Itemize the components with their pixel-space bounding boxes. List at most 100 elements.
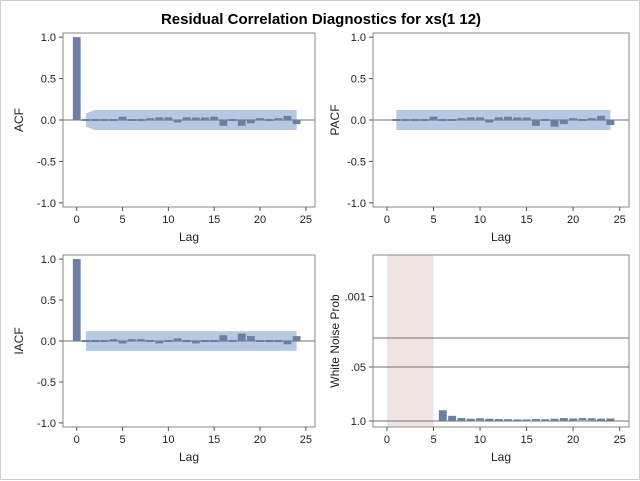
- x-tick-label: 0: [74, 214, 80, 226]
- y-tick-label: 1.0: [41, 32, 56, 44]
- bar-lag-3: [100, 340, 109, 342]
- y-tick-label: -1.0: [37, 418, 56, 430]
- y-tick-label: -0.5: [347, 156, 366, 168]
- bar-lag-8: [457, 418, 466, 421]
- bar-lag-15: [210, 116, 219, 120]
- bar-lag-14: [201, 340, 209, 342]
- bar-lag-10: [476, 418, 485, 421]
- bar-lag-14: [513, 117, 522, 120]
- y-tick-label: -0.5: [37, 156, 56, 168]
- x-tick-label: 25: [614, 214, 626, 226]
- bar-lag-0: [72, 259, 81, 341]
- bar-lag-13: [191, 117, 200, 120]
- bar-lag-22: [274, 118, 283, 121]
- bar-lag-6: [127, 339, 136, 342]
- bar-lag-24: [606, 418, 615, 421]
- pacf-panel: 0 5 10 15 20 25 1.0 0.5 0.0 -0.5 -1.0 Lag PACF: [328, 32, 630, 244]
- y-tick-label: 0.0: [41, 336, 56, 348]
- bar-lag-6: [438, 119, 447, 121]
- bar-lag-14: [201, 117, 209, 120]
- bar-lag-7: [136, 119, 145, 121]
- bar-lag-2: [401, 119, 410, 121]
- bar-lag-21: [578, 418, 587, 421]
- bar-lag-12: [182, 340, 191, 342]
- bar-lag-11: [173, 120, 182, 123]
- bar-lag-12: [182, 117, 191, 120]
- y-tick-label: 0.5: [41, 74, 56, 86]
- bar-lag-16: [219, 120, 228, 126]
- bar-lag-10: [164, 117, 173, 120]
- bar-lag-24: [292, 120, 301, 125]
- bar-lag-17: [541, 419, 550, 422]
- bar-lag-10: [476, 117, 485, 120]
- x-tick-label: 10: [474, 214, 486, 226]
- bar-lag-19: [559, 418, 568, 421]
- x-tick-label: 20: [567, 434, 579, 446]
- bar-lag-23: [597, 115, 606, 120]
- x-tick-label: 5: [430, 434, 436, 446]
- bar-lag-14: [513, 419, 522, 422]
- bar-lag-2: [91, 119, 99, 121]
- bar-lag-12: [494, 117, 503, 120]
- bar-lag-20: [569, 118, 578, 121]
- bar-lag-15: [522, 117, 531, 120]
- bar-lag-8: [146, 118, 154, 121]
- x-axis-label: Lag: [491, 230, 511, 244]
- bar-lag-11: [173, 338, 182, 341]
- acf-panel: 0 5 10 15 20 25 1.0 0.5 0.0 -0.5 -1.0 Lag ACF: [12, 32, 316, 244]
- x-tick-label: 0: [384, 214, 390, 226]
- y-tick-label: 0.5: [351, 74, 366, 86]
- bar-lag-24: [292, 336, 301, 341]
- bar-lag-22: [274, 340, 283, 342]
- y-tick-label: -1.0: [37, 198, 56, 210]
- bar-lag-0: [72, 37, 81, 121]
- x-tick-label: 0: [74, 434, 80, 446]
- bar-lag-16: [219, 335, 228, 341]
- bar-lag-12: [494, 419, 503, 422]
- bar-lag-7: [136, 339, 145, 342]
- bar-lag-24: [606, 120, 615, 125]
- y-axis-label: IACF: [12, 327, 26, 354]
- bar-lag-1: [82, 119, 90, 121]
- bar-lag-16: [531, 120, 540, 126]
- y-tick-label: 0.0: [41, 115, 56, 127]
- y-axis-label: PACF: [328, 104, 342, 135]
- bar-lag-4: [109, 339, 118, 342]
- y-tick-label: 1.0: [351, 416, 366, 428]
- bar-lag-21: [578, 119, 587, 121]
- x-tick-label: 25: [300, 214, 312, 226]
- bar-lag-23: [597, 418, 606, 421]
- bar-lag-13: [191, 341, 200, 344]
- bar-lag-20: [569, 418, 578, 421]
- bar-lag-3: [410, 119, 419, 121]
- y-tick-label: 0.5: [41, 295, 56, 307]
- x-tick-label: 10: [162, 434, 174, 446]
- x-tick-label: 10: [162, 214, 174, 226]
- bar-lag-5: [118, 116, 127, 120]
- y-tick-label: 1.0: [351, 32, 366, 44]
- bar-lag-15: [210, 340, 219, 342]
- bar-lag-4: [420, 119, 429, 121]
- bar-lag-23: [283, 341, 292, 345]
- bar-lag-21: [265, 119, 274, 121]
- bar-lag-9: [466, 418, 475, 421]
- y-tick-label: 0.0: [351, 115, 366, 127]
- bar-lag-22: [587, 418, 596, 421]
- bar-lag-1: [392, 119, 401, 121]
- bar-lag-18: [237, 333, 246, 341]
- x-tick-label: 25: [614, 434, 626, 446]
- bar-lag-11: [485, 418, 494, 421]
- bar-lag-9: [155, 341, 164, 344]
- plot-frame: [372, 254, 630, 428]
- bar-lag-6: [438, 410, 447, 421]
- iacf-panel: 0 5 10 15 20 25 1.0 0.5 0.0 -0.5 -1.0 Lag IACF: [12, 254, 316, 464]
- x-tick-label: 0: [384, 434, 390, 446]
- bar-lag-5: [429, 116, 438, 120]
- bar-lag-9: [466, 117, 475, 120]
- x-axis-label: Lag: [491, 450, 511, 464]
- x-tick-label: 15: [208, 214, 220, 226]
- bar-lag-22: [587, 118, 596, 121]
- chart-title: Residual Correlation Diagnostics for xs(…: [160, 11, 482, 28]
- bar-lag-6: [127, 119, 136, 121]
